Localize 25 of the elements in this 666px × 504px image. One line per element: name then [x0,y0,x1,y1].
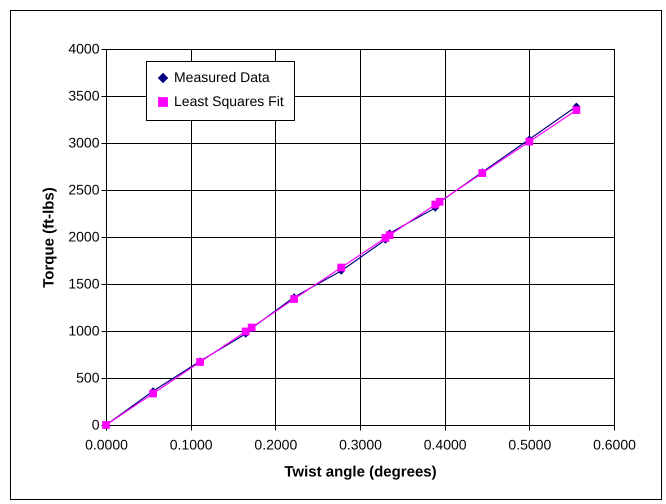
legend-label: Measured Data [174,69,270,85]
x-tick-label: 0.6000 [593,436,636,452]
y-tick-label: 500 [76,370,100,386]
y-tick-label: 3500 [68,88,100,104]
y-tick-label: 1500 [68,276,100,292]
point [242,328,250,336]
x-tick-label: 0.4000 [424,436,467,452]
y-tick-label: 3000 [68,134,100,150]
x-axis-title: Twist angle (degrees) [284,464,437,480]
x-tick-label: 0.2000 [254,436,298,452]
point [525,138,534,146]
point [572,106,580,114]
y-tick-label: 4000 [68,40,100,56]
x-tick-label: 0.5000 [508,436,552,452]
x-tick-label: 0.1000 [170,436,213,452]
y-tick-label: 1000 [68,322,100,338]
point [149,390,157,398]
legend-label: Least Squares Fit [174,93,284,109]
point [337,264,346,272]
y-tick-label: 2500 [68,182,100,198]
y-tick-label: 0 [92,416,100,432]
y-axis-title: Torque (ft-lbs) [40,187,58,288]
x-tick-label: 0.0000 [85,436,128,452]
x-tick-label: 0.3000 [339,436,382,452]
y-tick-label: 2000 [68,228,100,244]
